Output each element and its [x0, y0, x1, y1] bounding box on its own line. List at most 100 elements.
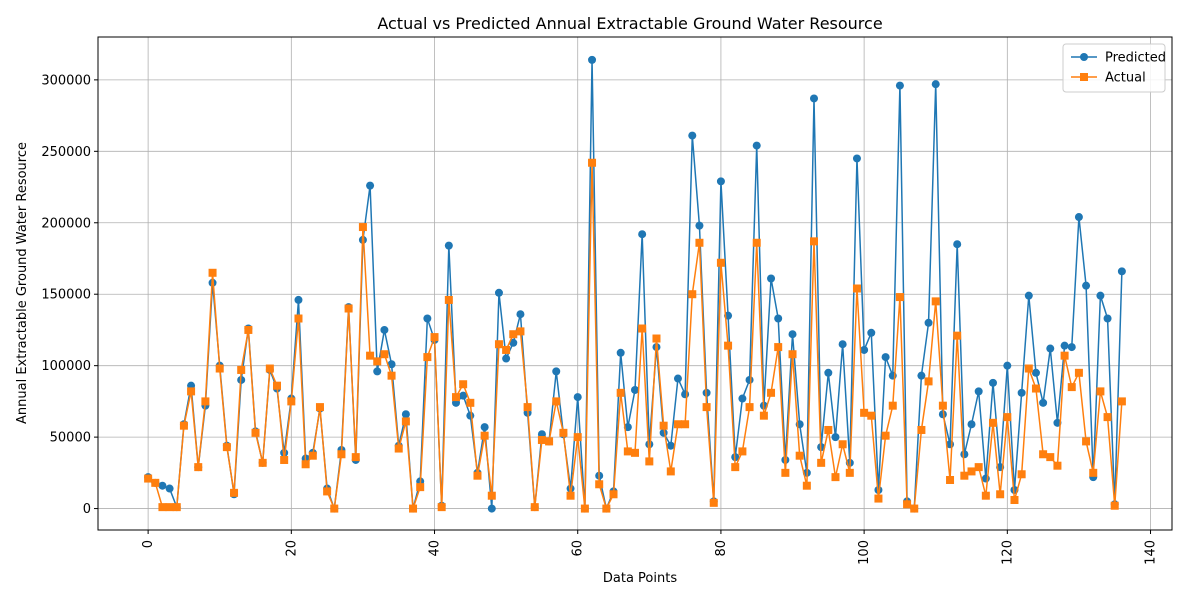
data-point: [1039, 450, 1048, 459]
data-point: [452, 393, 460, 402]
data-point: [158, 503, 167, 512]
data-point: [580, 504, 589, 513]
data-point: [673, 420, 682, 429]
legend-item-actual: Actual: [1071, 71, 1146, 86]
data-point: [910, 504, 919, 513]
data-point: [1017, 470, 1026, 479]
data-point: [616, 348, 625, 357]
data-point: [924, 318, 933, 327]
data-point: [903, 500, 912, 509]
data-point: [1096, 291, 1105, 300]
legend: Predicted Actual: [1062, 43, 1166, 93]
data-point: [774, 343, 783, 352]
data-point: [509, 330, 518, 339]
data-point: [1060, 341, 1069, 350]
data-point: [938, 410, 947, 419]
data-point: [459, 380, 468, 389]
legend-label: Predicted: [1105, 51, 1166, 66]
data-point: [967, 420, 976, 429]
data-point: [516, 310, 525, 319]
data-point: [724, 341, 733, 350]
data-point: [552, 367, 561, 376]
data-point: [573, 393, 582, 402]
data-point: [745, 403, 754, 412]
data-point: [645, 457, 654, 466]
data-point: [294, 295, 303, 304]
axes-ticks: 0 20 40 60 80 100 120 140 0 50000 100000 150000 2000…: [41, 73, 1158, 564]
data-point: [953, 240, 962, 249]
data-point: [323, 487, 332, 496]
data-point: [473, 471, 482, 480]
data-point: [752, 238, 761, 247]
data-point: [716, 258, 725, 267]
data-point: [1060, 351, 1069, 360]
data-point: [1110, 501, 1119, 510]
data-point: [774, 314, 783, 323]
data-point: [623, 447, 632, 456]
data-point: [867, 328, 876, 337]
data-point: [158, 481, 167, 490]
data-point: [638, 324, 647, 333]
data-point: [1046, 344, 1055, 353]
data-point: [609, 490, 618, 499]
data-point: [631, 385, 639, 394]
data-point: [1031, 384, 1040, 393]
data-point: [810, 94, 818, 103]
data-point: [852, 154, 861, 163]
data-point: [716, 177, 725, 186]
data-point: [1103, 413, 1112, 422]
legend-label: Actual: [1105, 71, 1146, 86]
data-point: [831, 433, 840, 442]
data-point: [187, 387, 196, 396]
y-tick-label: 50000: [50, 431, 91, 446]
data-point: [237, 365, 246, 374]
data-point: [860, 345, 869, 354]
data-point: [1117, 397, 1126, 406]
data-point: [502, 345, 511, 354]
y-tick-label: 0: [83, 502, 91, 517]
x-tick-label: 40: [428, 540, 443, 557]
plot-area: [144, 55, 1126, 513]
data-point: [795, 451, 804, 460]
data-point: [416, 483, 425, 492]
data-point: [938, 401, 947, 410]
data-point: [817, 458, 826, 467]
data-point: [366, 351, 375, 360]
data-point: [1067, 383, 1076, 392]
data-point: [444, 241, 453, 250]
data-point: [301, 460, 310, 469]
data-point: [387, 360, 396, 369]
data-point: [1082, 281, 1091, 290]
data-point: [709, 498, 718, 507]
data-point: [401, 410, 410, 419]
data-point: [788, 330, 797, 339]
data-point: [222, 443, 231, 452]
data-point: [1067, 343, 1076, 352]
data-point: [931, 297, 940, 306]
data-point: [881, 431, 890, 440]
data-point: [215, 364, 224, 373]
y-tick-label: 200000: [41, 216, 91, 231]
data-point: [645, 440, 654, 449]
data-point: [430, 333, 439, 342]
data-point: [1074, 213, 1083, 222]
data-point: [960, 450, 969, 459]
x-tick-label: 120: [1000, 540, 1015, 565]
y-tick-label: 100000: [41, 359, 91, 374]
data-point: [688, 290, 697, 299]
data-point: [1017, 388, 1026, 397]
data-point: [802, 481, 811, 490]
data-point: [831, 473, 840, 482]
x-tick-label: 0: [141, 540, 156, 548]
data-point: [566, 484, 575, 493]
data-point: [258, 458, 267, 467]
data-point: [888, 401, 897, 410]
data-point: [573, 433, 582, 442]
data-point: [480, 423, 489, 432]
data-point: [895, 81, 904, 90]
data-point: [373, 367, 382, 376]
data-point: [838, 340, 847, 349]
data-point: [466, 411, 475, 420]
